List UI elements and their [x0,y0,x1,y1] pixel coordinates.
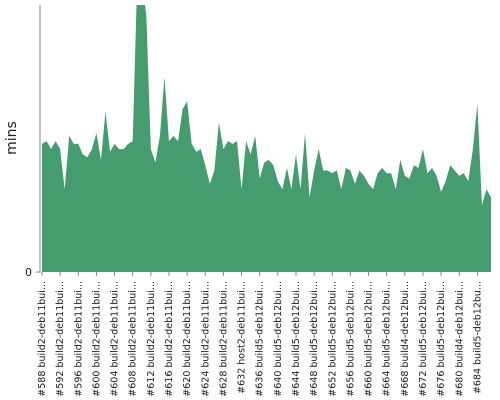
x-tick-label: #628 build2-deb11bui... [218,281,229,397]
x-tick-label: #680 build4-deb12bui... [454,281,465,397]
area [42,5,491,272]
x-tick-label: #664 build5-deb12bui... [382,281,393,397]
x-tick-label: #620 build2-deb11bui... [182,281,193,397]
x-tick-label: #652 build5-deb12bui... [327,281,338,397]
x-tick-label: #636 build5-deb12bui... [255,281,266,397]
x-tick-label: #600 build2-deb11bui... [91,281,102,397]
x-tick-label: #668 build4-deb12bui... [400,281,411,397]
y-tick-label: 0 [25,266,32,279]
x-tick-label: #640 build5-deb12bui... [273,281,284,397]
x-tick-label: #588 build2-deb11bui... [37,281,48,397]
x-tick-label: #592 build2-deb11bui... [55,281,66,397]
x-tick-label: #632 host2-deb11bui... [237,281,248,394]
x-tick-label: #676 build5-deb12bui... [436,281,447,397]
x-tick-label: #624 build2-deb11bui... [200,281,211,397]
x-tick-label: #672 build5-deb12bui... [418,281,429,397]
y-axis-label: mins [4,121,20,155]
x-tick-label: #644 build5-deb12bui... [291,281,302,397]
x-tick-label: #604 build2-deb11bui... [110,281,121,397]
x-tick-label: #596 build2-deb11bui... [73,281,84,397]
x-tick-label: #612 build2-deb11bui... [146,281,157,397]
x-tick-label: #656 build5-deb12bui... [345,281,356,397]
x-tick-label: #660 build5-deb12bui... [364,281,375,397]
x-tick-label: #648 build5-deb12bui... [309,281,320,397]
x-tick-label: #684 build5-deb12bu... [472,281,483,394]
x-tick-label: #616 build2-deb11bui... [164,281,175,397]
x-tick-label: #608 build2-deb11bui... [128,281,139,397]
